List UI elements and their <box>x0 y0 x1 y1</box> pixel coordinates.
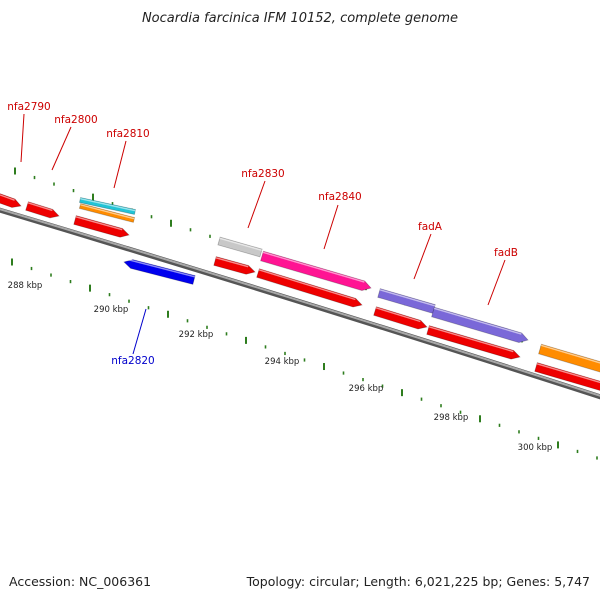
label-nfa2840-line <box>323 204 339 250</box>
kbp-label: 296 kbp <box>349 384 384 394</box>
gene-arrow-nfa2820 <box>123 258 196 285</box>
gene-arrow-nfa2840 <box>260 250 372 291</box>
gene-arrow-red-3 <box>373 306 428 330</box>
label-nfa2820-line <box>132 308 147 355</box>
label-fadA-line <box>413 233 432 280</box>
map-title: Nocardia farcinica IFM 10152, complete g… <box>142 11 458 26</box>
gene-arrow-nfa2790 <box>0 192 22 208</box>
kbp-label: 298 kbp <box>434 413 469 423</box>
kbp-label: 292 kbp <box>179 330 214 340</box>
label-nfa2820: nfa2820 <box>111 355 155 367</box>
label-nfa2800: nfa2800 <box>54 114 98 126</box>
kbp-label: 294 kbp <box>265 357 300 367</box>
gene-arrow-nfa2800 <box>25 201 60 219</box>
gene-arrow-red-4 <box>426 325 521 360</box>
label-fadB: fadB <box>494 247 518 259</box>
label-nfa2830-line <box>247 180 266 229</box>
kbp-label: 300 kbp <box>518 443 553 453</box>
label-nfa2800-line <box>51 126 72 171</box>
gene-arrow-nfa2810 <box>73 215 130 238</box>
gene-arrow-red-2 <box>256 268 363 308</box>
kbp-label: 290 kbp <box>94 305 129 315</box>
label-nfa2790: nfa2790 <box>7 101 51 113</box>
label-nfa2830: nfa2830 <box>241 168 285 180</box>
gene-arrow-nfa2830-gray <box>217 236 263 258</box>
gene-arrow-red-5 <box>534 362 600 392</box>
label-nfa2840: nfa2840 <box>318 191 362 203</box>
gene-rna-cyan <box>78 197 137 215</box>
gene-arrow-fadB <box>431 306 529 343</box>
label-nfa2810: nfa2810 <box>106 128 150 140</box>
accession-text: Accession: NC_006361 <box>9 574 151 589</box>
kbp-label: 288 kbp <box>8 281 43 291</box>
label-nfa2790-line <box>20 113 25 163</box>
gene-rna-orange <box>78 203 136 223</box>
gene-features <box>0 192 600 392</box>
gene-arrow-red-1 <box>213 256 256 275</box>
gene-arrow-orange <box>538 343 600 374</box>
coordinate-labels: 288 kbp 290 kbp 292 kbp 294 kbp 296 kbp 298 k… <box>8 281 553 453</box>
genome-summary-text: Topology: circular; Length: 6,021,225 bp… <box>246 574 590 589</box>
genome-backbone <box>0 207 600 400</box>
label-fadB-line <box>487 259 506 306</box>
label-fadA: fadA <box>418 221 443 233</box>
label-nfa2810-line <box>113 140 127 189</box>
